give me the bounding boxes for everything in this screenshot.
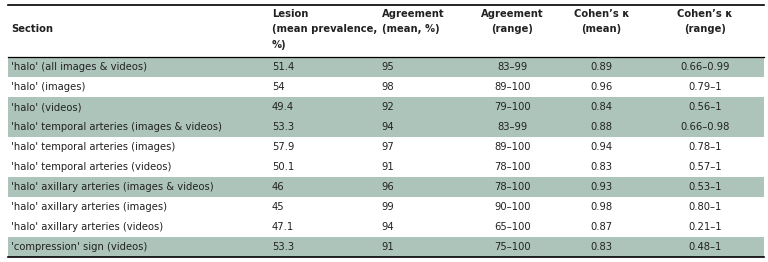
Text: 'halo' temporal arteries (images & videos): 'halo' temporal arteries (images & video… bbox=[11, 122, 222, 132]
Text: 46: 46 bbox=[272, 182, 284, 192]
Text: 83–99: 83–99 bbox=[497, 62, 528, 72]
Text: 89–100: 89–100 bbox=[494, 142, 531, 152]
Text: (mean): (mean) bbox=[581, 24, 621, 34]
Text: Cohen’s κ: Cohen’s κ bbox=[574, 9, 629, 19]
Text: 45: 45 bbox=[272, 202, 284, 212]
Text: 'halo' axillary arteries (images & videos): 'halo' axillary arteries (images & video… bbox=[11, 182, 214, 192]
Bar bbox=[8, 217, 764, 237]
Text: 51.4: 51.4 bbox=[272, 62, 294, 72]
Text: 75–100: 75–100 bbox=[494, 242, 531, 252]
Text: 94: 94 bbox=[382, 222, 394, 232]
Text: 0.98: 0.98 bbox=[591, 202, 613, 212]
Text: (mean prevalence,: (mean prevalence, bbox=[272, 24, 377, 34]
Text: 0.78–1: 0.78–1 bbox=[688, 142, 722, 152]
Bar bbox=[8, 117, 764, 137]
Text: Cohen’s κ: Cohen’s κ bbox=[677, 9, 733, 19]
Text: 0.88: 0.88 bbox=[591, 122, 612, 132]
Bar bbox=[8, 57, 764, 77]
Text: 'halo' (images): 'halo' (images) bbox=[11, 82, 85, 92]
Text: 0.83: 0.83 bbox=[591, 162, 612, 172]
Bar bbox=[8, 197, 764, 217]
Bar bbox=[8, 237, 764, 257]
Text: 0.48–1: 0.48–1 bbox=[688, 242, 722, 252]
Text: 'halo' axillary arteries (images): 'halo' axillary arteries (images) bbox=[11, 202, 167, 212]
Text: Agreement: Agreement bbox=[481, 9, 544, 19]
Text: 49.4: 49.4 bbox=[272, 102, 294, 112]
Text: 0.94: 0.94 bbox=[591, 142, 613, 152]
Text: 95: 95 bbox=[382, 62, 394, 72]
Text: 0.96: 0.96 bbox=[591, 82, 613, 92]
Text: 0.66–0.98: 0.66–0.98 bbox=[680, 122, 730, 132]
Text: 50.1: 50.1 bbox=[272, 162, 294, 172]
Text: (range): (range) bbox=[492, 24, 533, 34]
Text: 0.21–1: 0.21–1 bbox=[688, 222, 722, 232]
Text: 91: 91 bbox=[382, 162, 394, 172]
Text: 89–100: 89–100 bbox=[494, 82, 531, 92]
Text: 'halo' (all images & videos): 'halo' (all images & videos) bbox=[11, 62, 147, 72]
Text: Section: Section bbox=[11, 24, 53, 34]
Text: 0.89: 0.89 bbox=[591, 62, 613, 72]
Bar bbox=[8, 97, 764, 117]
Text: 53.3: 53.3 bbox=[272, 122, 294, 132]
Text: (range): (range) bbox=[684, 24, 726, 34]
Text: 'halo' temporal arteries (videos): 'halo' temporal arteries (videos) bbox=[11, 162, 171, 172]
Text: 0.80–1: 0.80–1 bbox=[688, 202, 722, 212]
Text: 54: 54 bbox=[272, 82, 284, 92]
Text: 47.1: 47.1 bbox=[272, 222, 294, 232]
Bar bbox=[8, 77, 764, 97]
Text: 0.57–1: 0.57–1 bbox=[688, 162, 722, 172]
Text: 0.79–1: 0.79–1 bbox=[688, 82, 722, 92]
Text: Agreement: Agreement bbox=[382, 9, 444, 19]
Text: %): %) bbox=[272, 40, 286, 50]
Text: 'halo' temporal arteries (images): 'halo' temporal arteries (images) bbox=[11, 142, 175, 152]
Text: 97: 97 bbox=[382, 142, 394, 152]
Text: 83–99: 83–99 bbox=[497, 122, 528, 132]
Text: 0.56–1: 0.56–1 bbox=[688, 102, 722, 112]
Text: 0.66–0.99: 0.66–0.99 bbox=[680, 62, 730, 72]
Text: 57.9: 57.9 bbox=[272, 142, 294, 152]
Text: 78–100: 78–100 bbox=[494, 162, 531, 172]
Text: 0.84: 0.84 bbox=[591, 102, 612, 112]
Text: (mean, %): (mean, %) bbox=[382, 24, 439, 34]
Text: 91: 91 bbox=[382, 242, 394, 252]
Text: 65–100: 65–100 bbox=[494, 222, 531, 232]
Bar bbox=[8, 157, 764, 177]
Text: 0.87: 0.87 bbox=[591, 222, 613, 232]
Text: Lesion: Lesion bbox=[272, 9, 308, 19]
Text: 92: 92 bbox=[382, 102, 394, 112]
Text: 0.53–1: 0.53–1 bbox=[688, 182, 722, 192]
Bar bbox=[8, 137, 764, 157]
Bar bbox=[8, 177, 764, 197]
Text: 'compression' sign (videos): 'compression' sign (videos) bbox=[11, 242, 147, 252]
Text: 96: 96 bbox=[382, 182, 394, 192]
Text: 99: 99 bbox=[382, 202, 394, 212]
Bar bbox=[8, 5, 764, 57]
Text: 0.93: 0.93 bbox=[591, 182, 613, 192]
Text: 90–100: 90–100 bbox=[494, 202, 531, 212]
Text: 98: 98 bbox=[382, 82, 394, 92]
Text: 94: 94 bbox=[382, 122, 394, 132]
Text: 'halo' (videos): 'halo' (videos) bbox=[11, 102, 81, 112]
Text: 78–100: 78–100 bbox=[494, 182, 531, 192]
Text: 'halo' axillary arteries (videos): 'halo' axillary arteries (videos) bbox=[11, 222, 163, 232]
Text: 79–100: 79–100 bbox=[494, 102, 531, 112]
Text: 0.83: 0.83 bbox=[591, 242, 612, 252]
Text: 53.3: 53.3 bbox=[272, 242, 294, 252]
